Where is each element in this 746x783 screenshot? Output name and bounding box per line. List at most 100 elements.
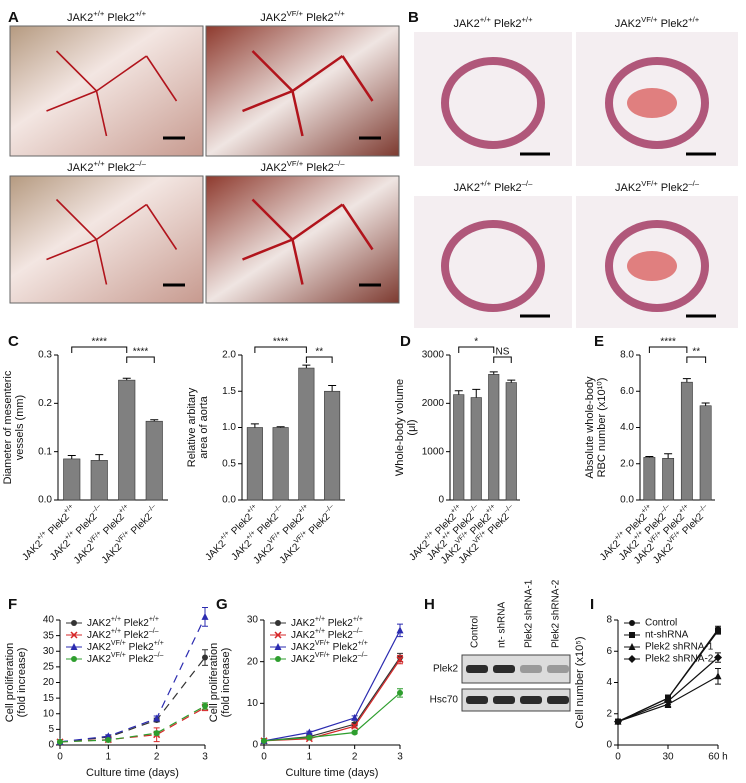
- y-tick-label: 0.0: [222, 495, 236, 506]
- series-line: [263, 630, 401, 742]
- x-tick-label: 2: [352, 752, 358, 763]
- y-tick-label: 30: [247, 615, 259, 626]
- vessel: [46, 198, 178, 285]
- error-bar: [122, 377, 131, 381]
- panel-label: A: [8, 9, 19, 26]
- bar: [488, 374, 500, 501]
- error-bar: [507, 379, 516, 383]
- legend-marker: [71, 620, 77, 626]
- significance-label: ****: [91, 337, 107, 348]
- legend-marker: [70, 631, 78, 639]
- x-tick-label: 0: [261, 752, 267, 763]
- y-tick-label: 0: [252, 740, 258, 751]
- significance-label: ****: [133, 347, 149, 358]
- lane-label: Plek2 shRNA-2: [551, 579, 562, 648]
- error-bar: [701, 402, 710, 406]
- vessel: [242, 198, 374, 285]
- y-axis-label: Cell number (x10⁵): [574, 637, 586, 729]
- significance-label: ****: [273, 337, 289, 348]
- error-bar: [454, 390, 463, 395]
- y-tick-label: 1.0: [222, 422, 236, 433]
- y-tick-label: 4.0: [620, 422, 634, 433]
- bar: [63, 458, 81, 501]
- marker: [664, 697, 672, 706]
- x-tick-label: 30: [662, 752, 674, 763]
- panel-label: E: [594, 333, 604, 350]
- marker: [105, 737, 112, 743]
- legend-label: JAK2+/+ Plek2–/–: [87, 628, 159, 640]
- vessel: [46, 50, 178, 137]
- y-axis-label: Absolute whole-body: [584, 376, 596, 479]
- aorta-wall: [605, 57, 709, 149]
- bar: [90, 460, 108, 501]
- significance-bracket: [458, 346, 495, 353]
- band: [547, 665, 569, 673]
- legend-marker: [274, 631, 282, 639]
- marker: [714, 653, 722, 662]
- y-axis-label: Cell proliferation: [208, 643, 220, 722]
- y-tick-label: 0.0: [38, 495, 52, 506]
- error-bar: [302, 364, 311, 369]
- error-bar: [472, 388, 481, 398]
- x-tick-label: 0: [57, 752, 63, 763]
- significance-label: *: [474, 337, 478, 348]
- bar: [680, 381, 693, 501]
- marker: [396, 656, 404, 664]
- y-axis-label: (fold increase): [220, 648, 232, 718]
- panel-label: B: [408, 9, 419, 26]
- marker: [614, 717, 622, 726]
- y-tick-label: 5: [48, 724, 54, 735]
- y-tick-label: 0.5: [222, 458, 236, 469]
- y-tick-label: 25: [43, 662, 55, 673]
- error-bar: [250, 423, 259, 428]
- y-tick-label: 2000: [422, 398, 445, 409]
- legend-label: Plek2 shRNA-2: [645, 654, 714, 665]
- aorta-wall: [605, 220, 709, 312]
- significance-bracket: [126, 356, 155, 363]
- error-bar: [95, 454, 104, 461]
- error-bar: [489, 371, 498, 375]
- row-label: Plek2: [433, 664, 458, 675]
- marker: [715, 627, 721, 634]
- panel-label: G: [216, 596, 228, 613]
- image-title: JAK2VF/+ Plek2+/+: [615, 15, 700, 30]
- legend-label: Control: [645, 618, 677, 629]
- row-label: Hsc70: [430, 695, 459, 706]
- marker: [153, 714, 161, 722]
- panel-label: I: [590, 596, 594, 613]
- band: [547, 696, 569, 704]
- y-tick-label: 6: [606, 646, 612, 657]
- error-bar: [276, 426, 285, 428]
- legend-label: JAK2VF/+ Plek2–/–: [291, 652, 368, 664]
- legend-label: JAK2+/+ Plek2–/–: [291, 628, 363, 640]
- series-line: [59, 616, 206, 743]
- bar: [298, 367, 315, 501]
- marker: [306, 734, 313, 741]
- panel-label: F: [8, 596, 17, 613]
- vessel: [242, 50, 374, 137]
- band: [466, 696, 488, 704]
- significance-bracket: [686, 356, 707, 363]
- bar: [272, 427, 289, 501]
- y-axis-label: Whole-body volume: [394, 379, 406, 476]
- legend-label: JAK2VF/+ Plek2+/+: [87, 640, 164, 652]
- image-title: JAK2+/+ Plek2+/+: [67, 9, 147, 24]
- legend-marker: [70, 643, 78, 650]
- marker: [305, 728, 313, 736]
- significance-bracket: [71, 346, 128, 353]
- y-tick-label: 2.0: [620, 458, 634, 469]
- y-tick-label: 0.0: [620, 495, 634, 506]
- y-axis-label: RBC number (x10¹⁰): [596, 378, 608, 478]
- y-axis-label: Relative arbitary: [186, 387, 198, 467]
- legend-marker: [628, 655, 636, 663]
- error-bar: [328, 384, 337, 392]
- y-tick-label: 6.0: [620, 386, 634, 397]
- bar: [505, 382, 517, 501]
- bar: [662, 458, 675, 501]
- bar: [145, 420, 163, 501]
- y-tick-label: 0.1: [38, 446, 52, 457]
- significance-label: ****: [660, 337, 676, 348]
- y-tick-label: 10: [43, 708, 55, 719]
- series-line: [263, 659, 401, 742]
- y-tick-label: 0.2: [38, 398, 52, 409]
